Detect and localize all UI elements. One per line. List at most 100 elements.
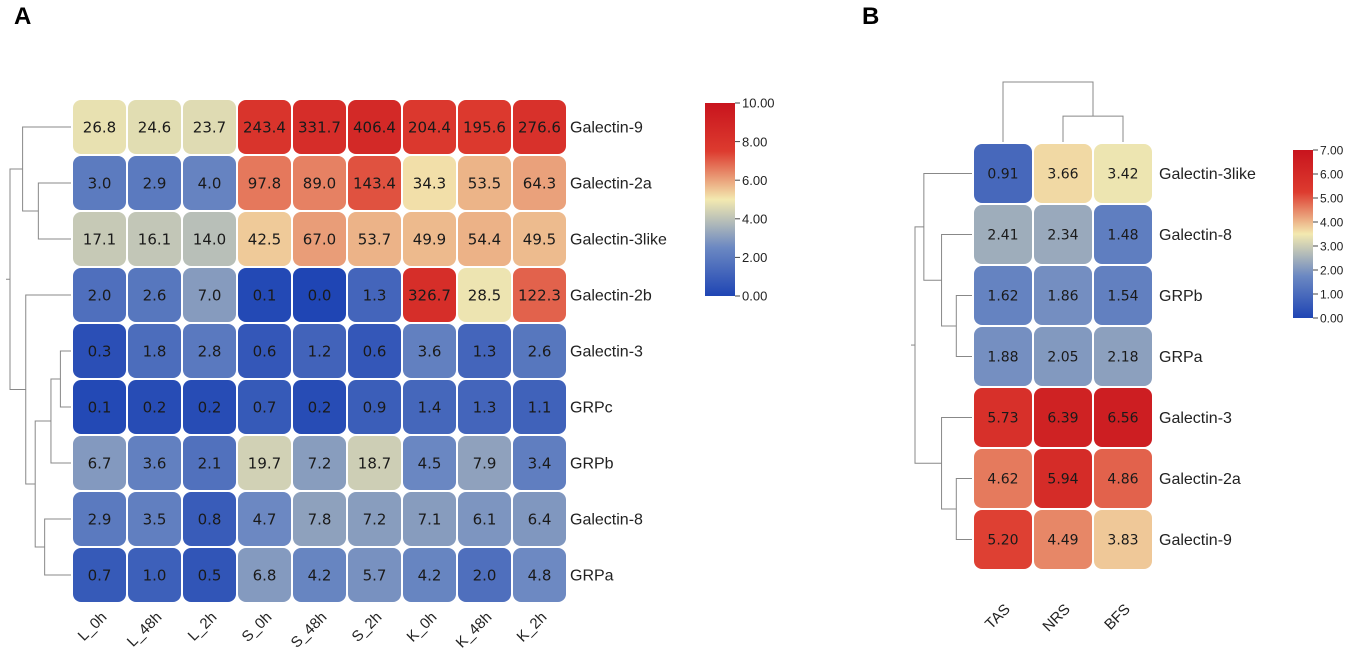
cell-b-galectin-9-tas [974,510,1032,569]
cell-a-grpb-s-0h [238,436,291,490]
cell-a-galectin-8-k-48h [458,492,511,546]
cell-value-b-grpb-nrs: 1.86 [1047,289,1078,305]
cell-value-a-grpb-s-48h: 7.2 [308,454,332,472]
row-dendrogram-b-branch-5 [914,226,942,464]
cell-value-a-galectin-9-s-48h: 331.7 [298,118,341,136]
cell-a-galectin-9-s-48h [293,100,346,154]
colorbar-tick-label-b-6: 6.00 [1320,167,1344,181]
cell-a-galectin-3-s-0h [238,324,291,378]
cell-a-grpa-s-2h [348,548,401,602]
cell-a-grpc-k-0h [403,380,456,434]
column-label-a-k-48h: K_48h [453,609,496,652]
row-label-b-grpa: GRPa [1159,349,1203,366]
cell-a-galectin-2a-l-0h [73,156,126,210]
cell-a-grpc-l-2h [183,380,236,434]
colorbar-a: 0.00 2.00 4.00 6.00 8.00 10.00 [705,96,775,304]
cell-a-galectin-2a-k-48h [458,156,511,210]
column-label-a-l-2h: L_2h [185,609,221,645]
cell-value-a-galectin-3-k-0h: 3.6 [418,342,442,360]
cell-value-a-galectin-3like-l-48h: 16.1 [138,230,171,248]
row-dendrogram-b-branch-0 [955,295,972,357]
cell-a-galectin-9-l-2h [183,100,236,154]
colorbar-gradient-b [1293,150,1313,318]
cell-value-a-grpb-s-0h: 19.7 [248,454,281,472]
row-dendrogram-a-branch-3 [50,378,71,464]
cell-value-a-galectin-3like-l-2h: 14.0 [193,230,226,248]
cell-value-b-galectin-8-tas: 2.41 [987,228,1018,244]
cell-a-galectin-2b-l-0h [73,268,126,322]
cell-a-grpb-l-0h [73,436,126,490]
cell-a-galectin-2b-s-0h [238,268,291,322]
cell-a-galectin-3like-s-2h [348,212,401,266]
cell-value-a-galectin-2a-s-0h: 97.8 [248,174,281,192]
cell-a-galectin-2b-s-2h [348,268,401,322]
cell-a-galectin-8-l-48h [128,492,181,546]
cell-a-grpc-k-2h [513,380,566,434]
cell-a-grpc-s-0h [238,380,291,434]
cell-value-a-galectin-8-s-0h: 4.7 [253,510,277,528]
cell-value-a-galectin-8-l-48h: 3.5 [143,510,167,528]
cell-b-galectin-3-nrs [1034,388,1092,447]
cell-a-grpa-l-0h [73,548,126,602]
cell-value-a-galectin-2b-k-2h: 122.3 [518,286,561,304]
cell-value-b-galectin-9-tas: 5.20 [987,533,1018,549]
cell-a-grpc-k-48h [458,380,511,434]
cell-a-galectin-2b-k-48h [458,268,511,322]
cell-a-galectin-2a-l-48h [128,156,181,210]
cell-value-a-grpa-l-2h: 0.5 [198,566,222,584]
cell-a-galectin-3-s-48h [293,324,346,378]
cell-a-galectin-3-l-2h [183,324,236,378]
cell-a-galectin-9-s-0h [238,100,291,154]
cell-a-galectin-3-s-2h [348,324,401,378]
panel-label-a: A [14,3,31,30]
cell-a-galectin-9-k-0h [403,100,456,154]
cell-value-a-galectin-9-k-0h: 204.4 [408,118,451,136]
cell-value-a-grpc-s-0h: 0.7 [253,398,277,416]
cell-value-a-galectin-2a-l-2h: 4.0 [198,174,222,192]
cell-value-b-galectin-3like-bfs: 3.42 [1107,167,1138,183]
cell-a-galectin-8-s-0h [238,492,291,546]
heatmap-b: 0.91 3.66 3.42 2.41 2.34 1.48 1.62 1.86 1.54 1.88… [911,81,1344,635]
cell-value-b-galectin-3-bfs: 6.56 [1107,411,1138,427]
cell-value-b-grpa-nrs: 2.05 [1047,350,1078,366]
cell-a-galectin-3like-s-48h [293,212,346,266]
cell-value-b-galectin-8-nrs: 2.34 [1047,228,1078,244]
row-dendrogram-a-branch-6 [25,294,71,485]
cell-a-grpa-l-2h [183,548,236,602]
cell-b-grpa-tas [974,327,1032,386]
cell-a-grpb-s-2h [348,436,401,490]
column-dendrogram-b-branch-1 [1002,81,1094,142]
cell-a-grpc-l-0h [73,380,126,434]
row-dendrogram-b-branch-2 [923,173,972,281]
cell-b-galectin-3like-nrs [1034,144,1092,203]
cell-value-a-galectin-9-l-0h: 26.8 [83,118,116,136]
cell-value-a-galectin-3-l-0h: 0.3 [88,342,112,360]
cell-a-galectin-9-l-48h [128,100,181,154]
cell-a-grpa-k-48h [458,548,511,602]
cell-a-galectin-3-l-48h [128,324,181,378]
cell-value-a-galectin-3like-l-0h: 17.1 [83,230,116,248]
cell-a-galectin-8-s-2h [348,492,401,546]
cell-value-a-galectin-2b-k-0h: 326.7 [408,286,451,304]
colorbar-tick-label-a-5: 10.00 [742,96,775,111]
panel-label-b: B [862,3,879,30]
cell-value-a-grpb-k-48h: 7.9 [473,454,497,472]
column-dendrogram-b [1002,81,1124,142]
cell-value-a-grpa-s-0h: 6.8 [253,566,277,584]
cell-a-galectin-8-l-0h [73,492,126,546]
cell-a-grpc-s-2h [348,380,401,434]
row-label-a-galectin-2b: Galectin-2b [570,288,652,305]
cell-value-a-galectin-9-s-2h: 406.4 [353,118,396,136]
cell-value-a-galectin-3like-s-0h: 42.5 [248,230,281,248]
cell-value-b-galectin-2a-bfs: 4.86 [1107,472,1138,488]
cell-a-grpa-l-48h [128,548,181,602]
cell-value-a-galectin-9-s-0h: 243.4 [243,118,286,136]
cell-value-a-grpc-k-2h: 1.1 [528,398,552,416]
cell-value-b-galectin-9-nrs: 4.49 [1047,533,1078,549]
cell-value-b-grpa-tas: 1.88 [987,350,1018,366]
cell-b-galectin-9-nrs [1034,510,1092,569]
cell-value-a-galectin-8-k-0h: 7.1 [418,510,442,528]
cell-b-galectin-9-bfs [1094,510,1152,569]
row-label-a-galectin-9: Galectin-9 [570,120,643,137]
cell-value-a-grpb-k-0h: 4.5 [418,454,442,472]
